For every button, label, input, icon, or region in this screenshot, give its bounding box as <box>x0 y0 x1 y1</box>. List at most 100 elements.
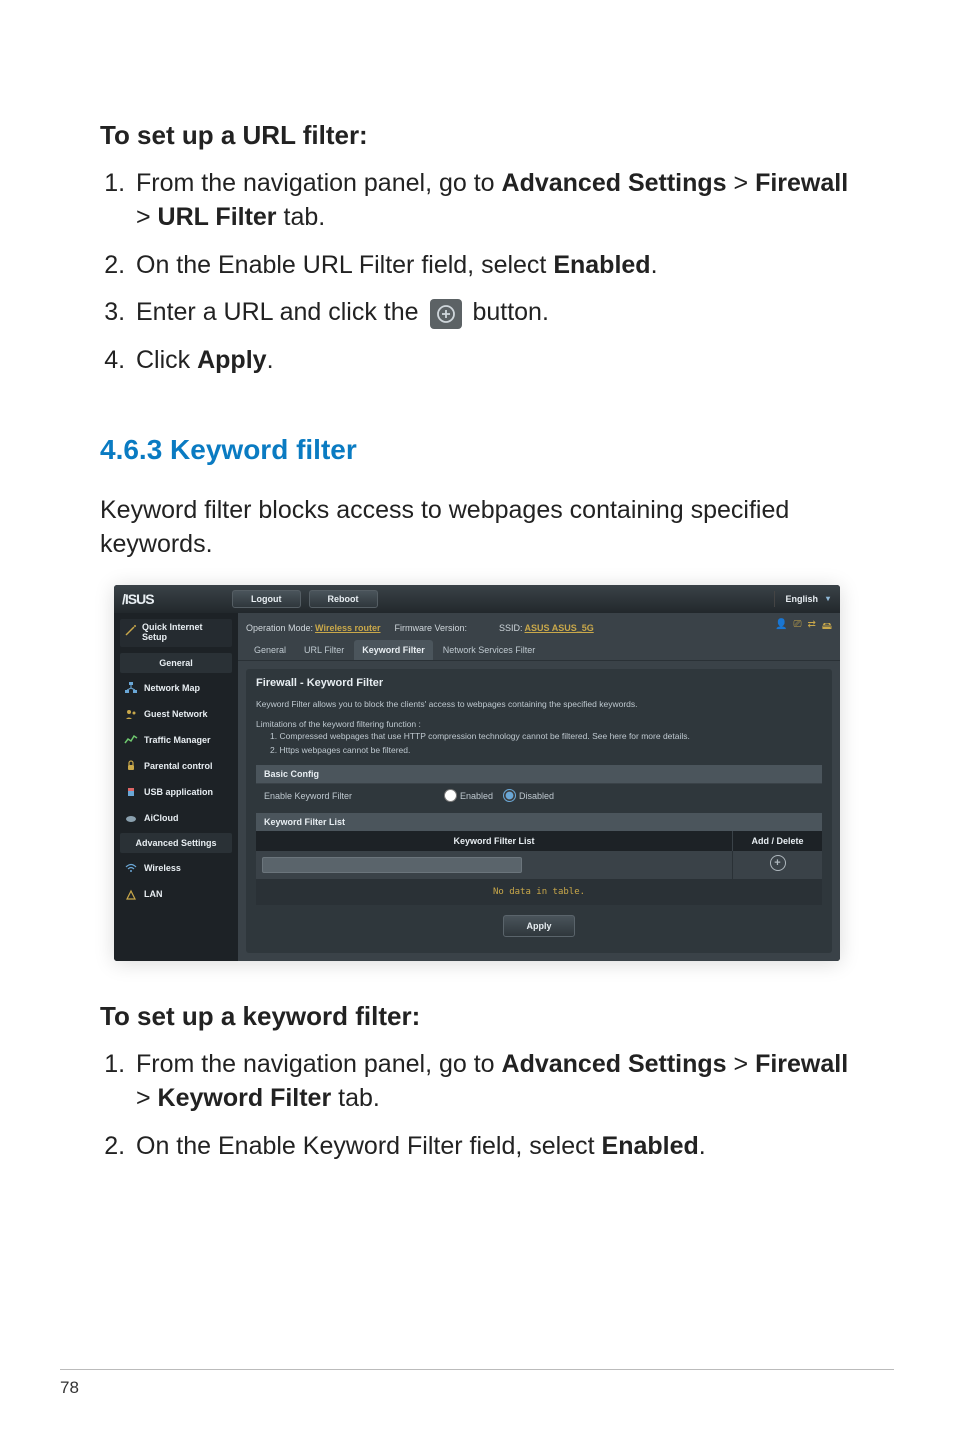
panel-title: Firewall - Keyword Filter <box>256 677 822 695</box>
limit-1: 1. Compressed webpages that use HTTP com… <box>256 729 822 743</box>
traffic-manager-icon <box>124 733 138 747</box>
sidebar-item-wireless[interactable]: Wireless <box>114 855 238 881</box>
tab-url-filter[interactable]: URL Filter <box>296 640 352 660</box>
router-tabs: General URL Filter Keyword Filter Networ… <box>238 640 840 661</box>
sidebar-item-network-map[interactable]: Network Map <box>114 675 238 701</box>
sidebar-item-aicloud[interactable]: AiCloud <box>114 805 238 831</box>
text: > <box>136 1084 158 1112</box>
router-main: Operation Mode: Wireless router Firmware… <box>238 613 840 961</box>
sidebar-section-advanced: Advanced Settings <box>120 833 232 853</box>
sidebar-section-general: General <box>120 653 232 673</box>
ssid-label: SSID: <box>499 623 523 633</box>
router-body: Quick Internet Setup General Network Map… <box>114 613 840 961</box>
sidebar-item-lan[interactable]: LAN <box>114 881 238 907</box>
text: 1. Compressed webpages that use HTTP com… <box>270 731 592 741</box>
url-filter-heading: To set up a URL filter: <box>100 120 854 151</box>
nav-label: AiCloud <box>144 813 179 823</box>
opmode-value[interactable]: Wireless router <box>315 623 380 633</box>
document-page: To set up a URL filter: From the navigat… <box>0 0 954 1164</box>
text: button. <box>466 298 549 326</box>
url-filter-steps: From the navigation panel, go to Advance… <box>100 167 854 378</box>
bold: Keyword Filter <box>158 1084 332 1112</box>
text: tab. <box>277 203 326 231</box>
page-number: 78 <box>60 1369 894 1398</box>
nav-label: Guest Network <box>144 709 208 719</box>
logout-button[interactable]: Logout <box>232 590 301 608</box>
step-2: On the Enable Keyword Filter field, sele… <box>132 1130 854 1164</box>
bold: Enabled <box>553 251 650 279</box>
step-4: Click Apply. <box>132 344 854 378</box>
intro-paragraph: Keyword filter blocks access to webpages… <box>100 494 854 562</box>
section-4-6-3-title: 4.6.3 Keyword filter <box>100 434 854 466</box>
guest-network-icon <box>124 707 138 721</box>
step-3: Enter a URL and click the button. <box>132 296 854 330</box>
radio-enabled[interactable]: Enabled <box>444 789 493 802</box>
step-1: From the navigation panel, go to Advance… <box>132 167 854 235</box>
nav-label: Network Map <box>144 683 200 693</box>
opmode-label: Operation Mode: <box>246 623 313 633</box>
panel-desc: Keyword Filter allows you to block the c… <box>256 695 822 713</box>
router-infobar: Operation Mode: Wireless router Firmware… <box>238 613 840 640</box>
text: . <box>651 251 658 279</box>
bold: Firewall <box>755 1050 848 1078</box>
enable-label: Enable Keyword Filter <box>264 791 444 801</box>
reboot-button[interactable]: Reboot <box>309 590 378 608</box>
device-icon: ⎚ <box>794 619 802 636</box>
tab-keyword-filter[interactable]: Keyword Filter <box>354 640 433 660</box>
text: Click <box>136 346 197 374</box>
nav-label: LAN <box>144 889 163 899</box>
network-map-icon <box>124 681 138 695</box>
nav-label: USB application <box>144 787 213 797</box>
ssid-value[interactable]: ASUS ASUS_5G <box>525 623 594 633</box>
aicloud-icon <box>124 811 138 825</box>
wireless-icon <box>124 861 138 875</box>
radio-disabled[interactable]: Disabled <box>503 789 554 802</box>
bold: Advanced Settings <box>502 1050 727 1078</box>
keyword-input-row: + <box>256 851 822 879</box>
text: > <box>727 1050 756 1078</box>
router-topbar: /ISUS Logout Reboot English <box>114 585 840 613</box>
step-2: On the Enable URL Filter field, select E… <box>132 249 854 283</box>
text: From the navigation panel, go to <box>136 1050 502 1078</box>
usb-icon <box>124 785 138 799</box>
sidebar-item-usb-application[interactable]: USB application <box>114 779 238 805</box>
limits-title: Limitations of the keyword filtering fun… <box>256 719 822 729</box>
quick-internet-setup[interactable]: Quick Internet Setup <box>120 619 232 647</box>
apply-button[interactable]: Apply <box>503 915 574 937</box>
limit-2: 2. Https webpages cannot be filtered. <box>256 743 822 757</box>
add-icon <box>430 299 462 329</box>
bold: Advanced Settings <box>502 169 727 197</box>
keyword-filter-steps: From the navigation panel, go to Advance… <box>100 1048 854 1163</box>
sidebar-item-parental-control[interactable]: Parental control <box>114 753 238 779</box>
tab-network-services-filter[interactable]: Network Services Filter <box>435 640 544 660</box>
keyword-filter-heading: To set up a keyword filter: <box>100 1001 854 1032</box>
sidebar-item-traffic-manager[interactable]: Traffic Manager <box>114 727 238 753</box>
wand-icon <box>124 623 138 637</box>
col-adddelete: Add / Delete <box>732 831 822 851</box>
text: > <box>136 203 158 231</box>
globe-icon: 🖴 <box>822 619 832 636</box>
text: Enter a URL and click the <box>136 298 426 326</box>
text: On the Enable URL Filter field, select <box>136 251 553 279</box>
tab-general[interactable]: General <box>246 640 294 660</box>
router-screenshot: /ISUS Logout Reboot English Quick Intern… <box>114 585 840 961</box>
keyword-input[interactable] <box>262 857 522 873</box>
asus-logo: /ISUS <box>122 591 232 607</box>
step-1: From the navigation panel, go to Advance… <box>132 1048 854 1116</box>
text: On the Enable Keyword Filter field, sele… <box>136 1132 602 1160</box>
language-selector[interactable]: English <box>774 591 832 607</box>
radio-disabled-input[interactable] <box>503 789 516 802</box>
lan-icon <box>124 887 138 901</box>
fw-label: Firmware Version: <box>395 623 468 633</box>
add-keyword-button[interactable]: + <box>770 855 786 871</box>
see-here-link[interactable]: See here for more details. <box>592 731 690 741</box>
status-icons: 👤 ⎚ ⇄ 🖴 <box>775 619 832 636</box>
sidebar-item-guest-network[interactable]: Guest Network <box>114 701 238 727</box>
keyword-filter-list-header: Keyword Filter List <box>256 813 822 831</box>
radio-label: Disabled <box>519 791 554 801</box>
apply-row: Apply <box>256 905 822 941</box>
text: . <box>267 346 274 374</box>
text: > <box>727 169 756 197</box>
user-icon: 👤 <box>775 619 787 636</box>
radio-enabled-input[interactable] <box>444 789 457 802</box>
